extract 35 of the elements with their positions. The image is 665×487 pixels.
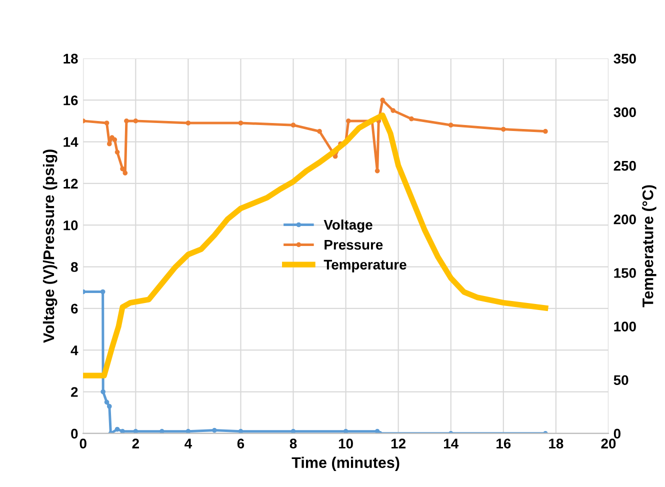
y2-tick-label: 0	[614, 428, 620, 439]
y2-tick-label: 50	[614, 375, 628, 386]
y-tick-label: 8	[70, 262, 78, 272]
y2-tick-label: 350	[614, 54, 636, 64]
y-tick-label: 12	[64, 178, 78, 188]
legend-label: Temperature	[324, 260, 406, 272]
y2-tick-label: 100	[614, 322, 636, 332]
x-tick-label: 2	[132, 438, 139, 448]
y-axis-title: Voltage (V)/Pressure (psig)	[42, 150, 58, 343]
y-tick-label: 10	[64, 220, 78, 230]
legend-label: Voltage	[324, 220, 372, 233]
x-tick-label: 18	[549, 438, 564, 448]
x-tick-label: 4	[184, 438, 192, 448]
y2-axis-title: Temperature (°C)	[642, 185, 656, 308]
x-tick-label: 6	[237, 438, 244, 448]
y-tick-label: 2	[71, 387, 78, 397]
y-tick-label: 4	[70, 346, 78, 356]
y2-tick-label: 200	[614, 214, 636, 224]
x-tick-label: 12	[391, 438, 406, 448]
y-tick-label: 0	[71, 428, 78, 439]
x-tick-label: 0	[80, 438, 86, 448]
x-axis-title: Time (minutes)	[292, 456, 400, 472]
y2-tick-label: 300	[614, 107, 636, 118]
y2-tick-label: 250	[614, 160, 636, 171]
legend-label: Pressure	[324, 240, 383, 250]
x-tick-label: 14	[444, 438, 459, 448]
x-tick-label: 20	[601, 438, 616, 448]
y-tick-label: 6	[71, 304, 78, 314]
x-tick-label: 16	[496, 438, 511, 448]
x-tick-label: 10	[338, 438, 353, 448]
y2-tick-label: 150	[614, 268, 636, 278]
x-tick-label: 8	[290, 438, 297, 448]
y-tick-label: 16	[64, 95, 78, 106]
y-tick-label: 18	[64, 54, 78, 64]
y-tick-label: 14	[64, 137, 78, 147]
